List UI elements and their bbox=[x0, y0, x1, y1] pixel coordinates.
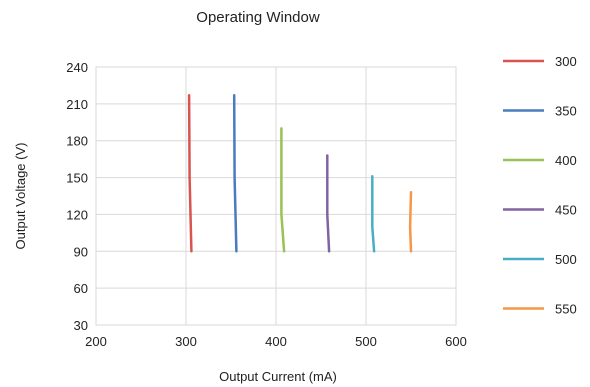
series-line-500 bbox=[371, 175, 376, 253]
y-tick-label: 150 bbox=[66, 171, 88, 186]
y-tick-label: 120 bbox=[66, 207, 88, 222]
chart-title: Operating Window bbox=[196, 9, 320, 26]
legend-item-450: 450 bbox=[503, 203, 577, 218]
y-tick-label: 30 bbox=[74, 318, 88, 333]
legend-item-300: 300 bbox=[503, 54, 577, 69]
x-axis-ticks: 200 300 400 500 600 bbox=[85, 334, 467, 349]
grid bbox=[95, 66, 457, 326]
series-line-350 bbox=[232, 94, 238, 253]
series-lines bbox=[187, 94, 413, 253]
legend-item-400: 400 bbox=[503, 153, 577, 168]
series-line-450 bbox=[326, 154, 331, 253]
legend-item-550: 550 bbox=[503, 302, 577, 317]
legend-item-500: 500 bbox=[503, 252, 577, 267]
plot-frame bbox=[95, 66, 457, 326]
legend-label: 400 bbox=[555, 153, 577, 168]
y-axis-ticks: 30 60 90 120 150 180 210 240 bbox=[66, 60, 88, 333]
x-axis-label: Output Current (mA) bbox=[219, 369, 337, 384]
legend-item-350: 350 bbox=[503, 104, 577, 119]
x-tick-label: 500 bbox=[355, 334, 377, 349]
y-axis-label: Output Voltage (V) bbox=[13, 143, 28, 250]
legend: 300 350 400 450 500 550 bbox=[503, 54, 577, 317]
x-tick-label: 300 bbox=[175, 334, 197, 349]
series-line-300 bbox=[187, 94, 193, 253]
legend-label: 350 bbox=[555, 104, 577, 119]
legend-label: 550 bbox=[555, 302, 577, 317]
legend-label: 500 bbox=[555, 252, 577, 267]
series-line-550 bbox=[408, 191, 413, 253]
y-tick-label: 240 bbox=[66, 60, 88, 75]
y-tick-label: 90 bbox=[74, 244, 88, 259]
x-tick-label: 400 bbox=[265, 334, 287, 349]
x-tick-label: 600 bbox=[445, 334, 467, 349]
legend-label: 300 bbox=[555, 54, 577, 69]
y-tick-label: 60 bbox=[74, 281, 88, 296]
x-tick-label: 200 bbox=[85, 334, 107, 349]
legend-label: 450 bbox=[555, 203, 577, 218]
series-line-400 bbox=[280, 127, 286, 253]
y-tick-label: 210 bbox=[66, 97, 88, 112]
y-tick-label: 180 bbox=[66, 134, 88, 149]
